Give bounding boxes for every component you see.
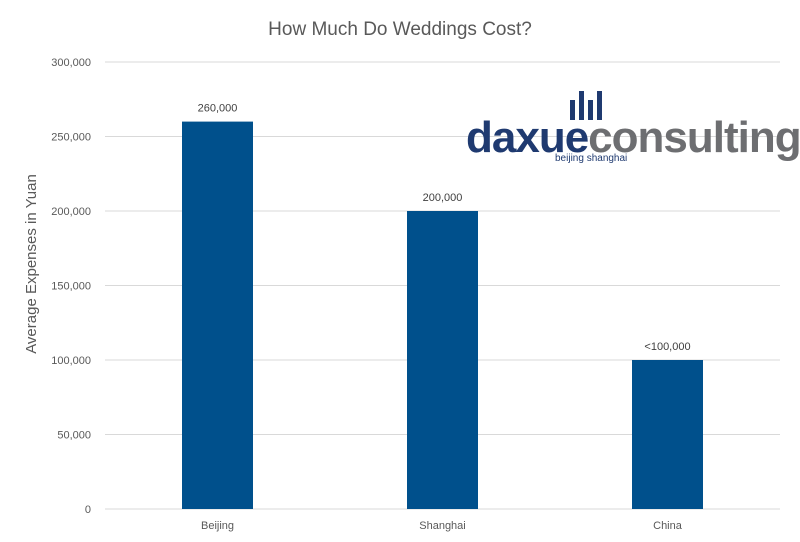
y-tick-label: 150,000	[51, 281, 91, 293]
data-label: 200,000	[423, 192, 463, 204]
y-tick-labels: 0 50,000 100,000 150,000 200,000 250,000 300,0…	[51, 57, 91, 516]
x-tick-label: Shanghai	[419, 520, 466, 532]
logo-part-consulting: consulting	[588, 113, 800, 162]
x-tick-labels: Beijing Shanghai China	[201, 520, 683, 532]
y-tick-label: 0	[85, 504, 91, 516]
x-tick-label: China	[653, 520, 683, 532]
y-tick-label: 250,000	[51, 132, 91, 144]
y-axis-label: Average Expenses in Yuan	[23, 174, 40, 354]
y-tick-label: 100,000	[51, 355, 91, 367]
bars	[182, 121, 703, 509]
logo-bars-icon	[570, 91, 602, 120]
bar-beijing	[182, 121, 253, 509]
logo-part-daxue: daxue	[466, 113, 588, 162]
logo-tagline: beijing shanghai	[555, 153, 627, 164]
x-tick-label: Beijing	[201, 520, 234, 532]
y-tick-label: 200,000	[51, 206, 91, 218]
chart-title: How Much Do Weddings Cost?	[268, 19, 532, 40]
y-tick-label: 50,000	[57, 430, 91, 442]
data-label: 260,000	[198, 103, 238, 115]
bar-shanghai	[407, 211, 478, 509]
logo-wordmark: daxueconsulting	[466, 113, 800, 162]
daxue-consulting-logo: daxueconsulting beijing shanghai	[466, 91, 800, 164]
bar-china	[632, 360, 703, 509]
y-tick-label: 300,000	[51, 57, 91, 69]
data-label: <100,000	[644, 341, 690, 353]
data-labels: 260,000 200,000 <100,000	[198, 103, 691, 353]
